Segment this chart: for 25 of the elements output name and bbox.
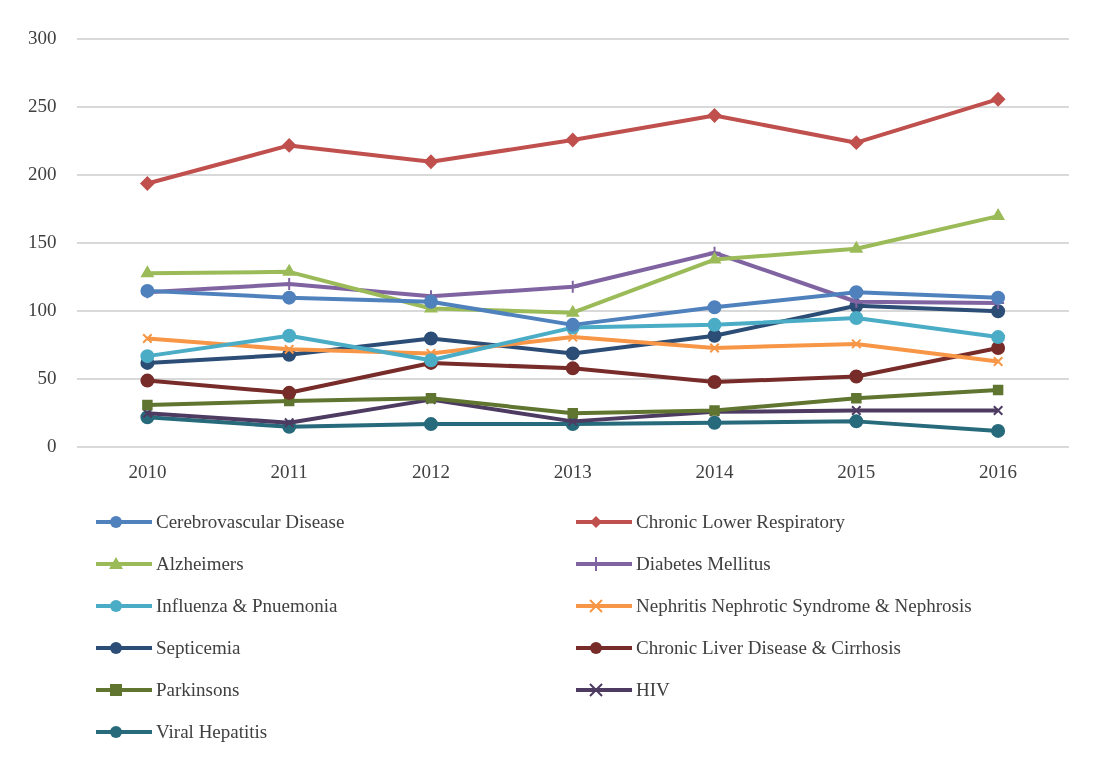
legend-label: Parkinsons — [156, 679, 240, 701]
y-tick-label: 150 — [28, 231, 57, 253]
legend-label: Diabetes Mellitus — [636, 553, 771, 575]
x-tick-label: 2010 — [128, 460, 167, 482]
x-tick-label: 2016 — [979, 460, 1018, 482]
legend-label: Influenza & Pnuemonia — [156, 595, 338, 617]
y-tick-label: 200 — [28, 163, 57, 185]
y-tick-label: 50 — [37, 367, 57, 389]
y-tick-label: 300 — [28, 27, 57, 49]
legend-label: Chronic Liver Disease & Cirrhosis — [636, 637, 901, 659]
x-tick-label: 2012 — [411, 460, 450, 482]
x-tick-label: 2011 — [270, 460, 308, 482]
legend-label: Alzheimers — [156, 553, 244, 575]
y-tick-label: 100 — [28, 299, 57, 321]
y-tick-label: 250 — [28, 95, 57, 117]
x-tick-label: 2014 — [695, 460, 735, 482]
x-tick-label: 2013 — [553, 460, 592, 482]
legend-label: Septicemia — [156, 637, 241, 659]
x-tick-label: 2015 — [837, 460, 876, 482]
legend-label: HIV — [636, 679, 670, 701]
legend-label: Viral Hepatitis — [156, 721, 268, 743]
legend-label: Nephritis Nephrotic Syndrome & Nephrosis — [636, 595, 972, 617]
y-tick-label: 0 — [47, 435, 57, 457]
legend-label: Cerebrovascular Disease — [156, 511, 345, 533]
legend-label: Chronic Lower Respiratory — [636, 511, 845, 533]
